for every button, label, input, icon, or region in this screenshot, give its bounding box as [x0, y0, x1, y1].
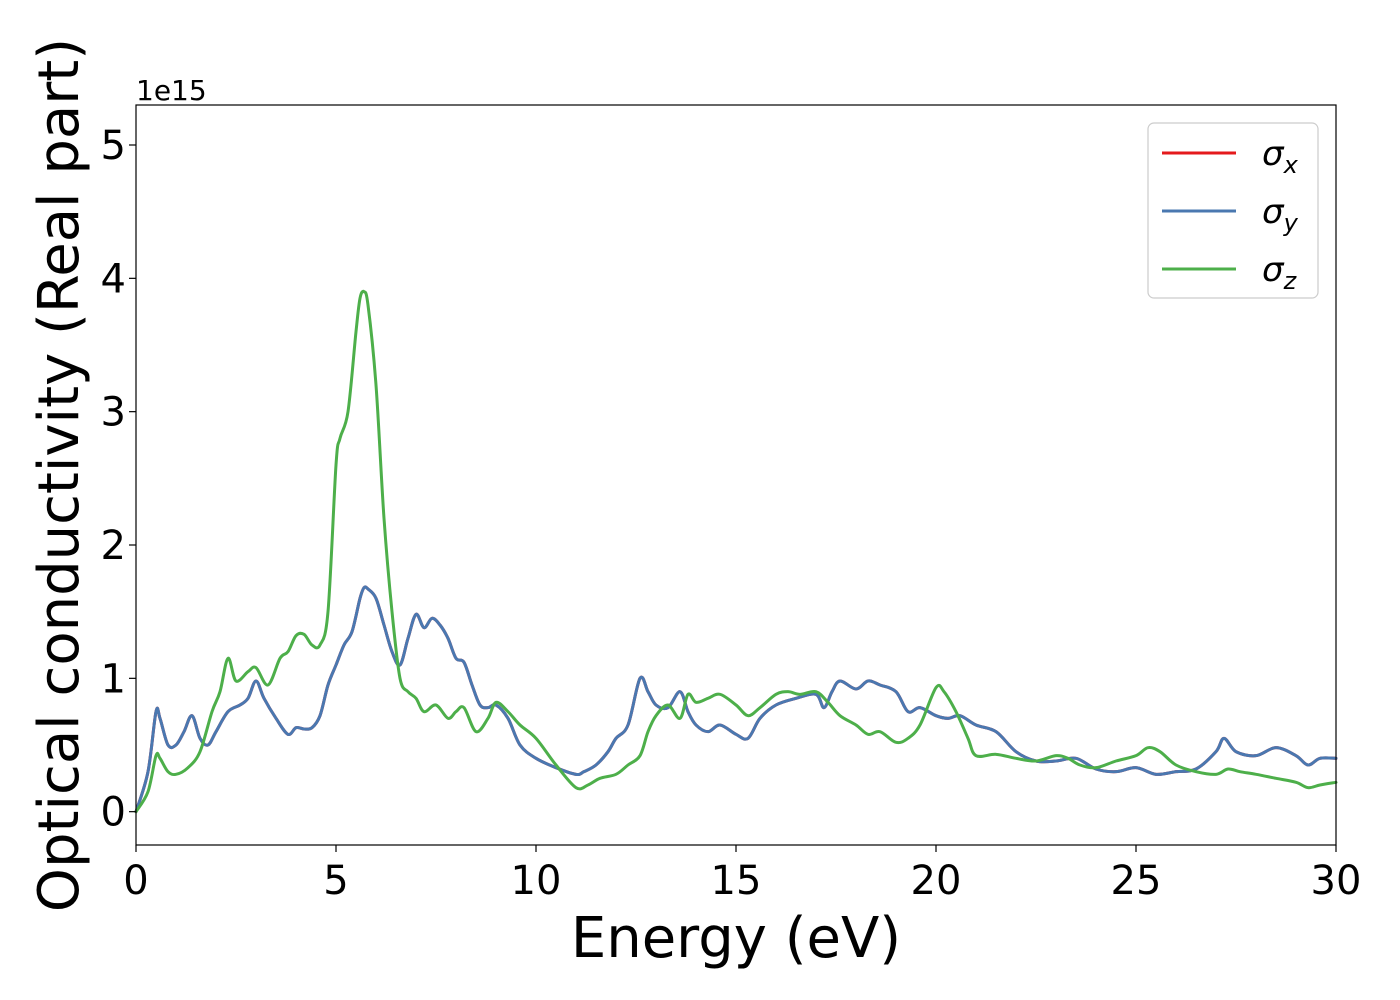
x-tick-label: 5: [323, 858, 348, 904]
y-tick-label: 4: [101, 256, 126, 302]
legend-symbol: σ: [1262, 134, 1285, 174]
y-axis-title: Optical conductivity (Real part): [27, 38, 92, 912]
x-tick-label: 20: [911, 858, 962, 904]
series-line-sigma-z: [134, 289, 1338, 814]
x-tick-label: 10: [511, 858, 562, 904]
y-tick-label: 5: [101, 123, 126, 169]
legend-symbol: σ: [1262, 250, 1285, 290]
legend-subscript: y: [1283, 209, 1299, 237]
legend-label-sigma-y: σy: [1262, 192, 1299, 237]
series-layer: [134, 289, 1338, 814]
y-axis: 0 1 2 3 4 5: [101, 123, 136, 836]
x-tick-label: 25: [1111, 858, 1162, 904]
x-tick-label: 30: [1311, 858, 1362, 904]
y-tick-label: 1: [101, 656, 126, 702]
legend-subscript: x: [1283, 151, 1299, 179]
x-axis-title: Energy (eV): [571, 906, 901, 971]
legend-label-sigma-x: σx: [1262, 134, 1299, 179]
y-tick-label: 3: [101, 390, 126, 436]
x-tick-label: 0: [123, 858, 148, 904]
x-axis: 0 5 10 15 20 25 30: [123, 845, 1361, 904]
y-tick-label: 2: [101, 523, 126, 569]
y-offset-label: 1e15: [136, 74, 207, 107]
legend-label-sigma-z: σz: [1262, 250, 1298, 295]
legend-symbol: σ: [1262, 192, 1285, 232]
y-tick-label: 0: [101, 790, 126, 836]
legend-subscript: z: [1283, 267, 1298, 295]
x-tick-label: 15: [711, 858, 762, 904]
